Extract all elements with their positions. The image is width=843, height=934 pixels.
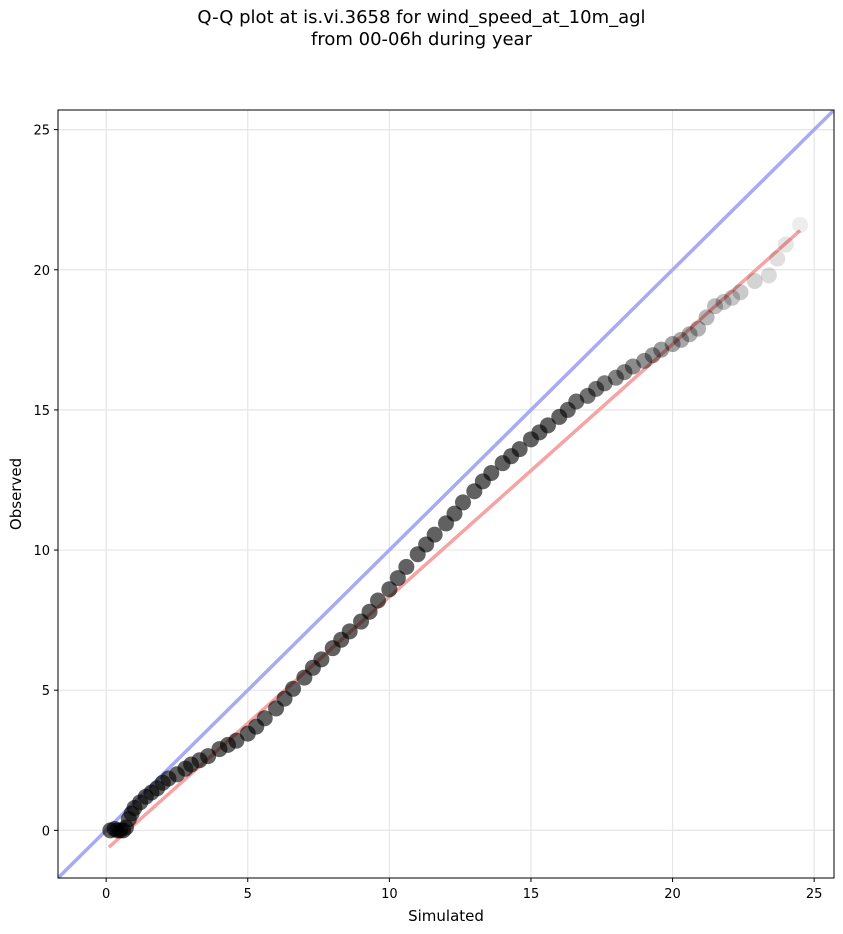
plot-area <box>58 110 834 878</box>
quantile-point <box>607 369 624 386</box>
quantile-point <box>483 464 500 481</box>
quantile-point <box>624 358 641 375</box>
y-tick-label: 10 <box>33 544 50 559</box>
quantile-point <box>681 326 698 343</box>
axis-ticks: 0 5 10 15 20 25 0 5 10 15 20 25 <box>33 124 822 902</box>
quantile-point <box>285 680 302 697</box>
quantile-point <box>596 375 613 392</box>
reference-line <box>58 110 834 878</box>
quantile-point <box>313 651 330 668</box>
quantile-point <box>644 347 661 364</box>
x-tick-label: 20 <box>664 887 681 902</box>
quantile-point <box>539 417 556 434</box>
quantile-point <box>777 236 794 253</box>
quantile-point <box>732 284 749 301</box>
quantile-point <box>426 526 443 543</box>
quantile-point <box>454 494 471 511</box>
y-axis-label: Observed <box>7 458 25 530</box>
x-tick-label: 10 <box>381 887 398 902</box>
quantile-point <box>715 294 732 310</box>
x-axis-label: Simulated <box>408 907 484 925</box>
quantile-point <box>690 320 707 337</box>
x-tick-label: 5 <box>244 887 252 902</box>
grid <box>58 110 834 878</box>
quantile-point <box>398 558 415 575</box>
quantile-point <box>636 352 653 369</box>
quantile-point <box>769 250 786 267</box>
quantile-point <box>256 710 273 727</box>
quantile-point <box>616 364 633 381</box>
quantile-point <box>746 272 763 289</box>
quantile-point <box>653 341 670 358</box>
chart-title: Q-Q plot at is.vi.3658 for wind_speed_at… <box>197 7 646 28</box>
chart-subtitle: from 00-06h during year <box>311 29 532 50</box>
quantile-point <box>389 570 406 587</box>
x-tick-label: 15 <box>523 887 540 902</box>
y-tick-label: 25 <box>33 124 50 139</box>
quantile-point <box>724 289 741 306</box>
quantile-point <box>361 603 378 620</box>
quantile-point <box>792 216 809 233</box>
quantile-point <box>511 441 528 458</box>
quantile-point <box>698 309 715 326</box>
y-tick-label: 0 <box>42 824 50 839</box>
quantile-point <box>381 581 398 598</box>
quantile-point <box>673 331 690 348</box>
y-tick-label: 5 <box>42 684 50 699</box>
quantile-point <box>341 623 358 640</box>
x-tick-label: 0 <box>102 887 110 902</box>
quantile-point <box>664 336 681 353</box>
x-tick-label: 25 <box>806 887 823 902</box>
quantile-point <box>446 505 463 522</box>
quantile-point <box>707 298 724 315</box>
quantile-point <box>370 592 387 609</box>
quantile-point <box>760 267 777 284</box>
y-tick-label: 20 <box>33 264 50 279</box>
y-tick-label: 15 <box>33 404 50 419</box>
plot-frame <box>57 109 835 879</box>
